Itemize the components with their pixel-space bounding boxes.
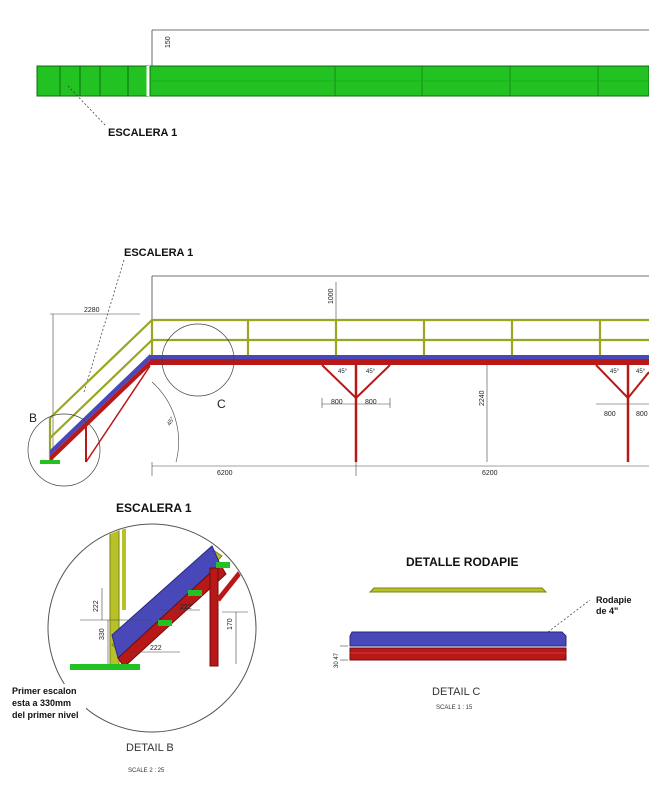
handrail xyxy=(48,318,649,462)
column-height-dim: 2240 xyxy=(479,390,486,406)
detail-stair-label: ESCALERA 1 xyxy=(116,501,192,515)
support-column-b xyxy=(595,364,649,462)
plan-stair xyxy=(36,65,149,97)
detail-c-scale: SCALE 1 : 15 xyxy=(436,705,473,711)
plan-height-dim: 150 xyxy=(165,36,172,48)
step-top-dim: 222 xyxy=(93,600,100,612)
step-run-dim: 222 xyxy=(150,645,162,652)
detail-c: DETALLE RODAPIE 30 47 Rodapie de 4" DETA… xyxy=(334,555,632,711)
step-rise2-dim: 222 xyxy=(180,604,192,611)
detail-b-title: DETAIL B xyxy=(126,742,174,754)
plan-stair-label: ESCALERA 1 xyxy=(108,127,177,139)
stair-angle-dim: 45° xyxy=(167,416,177,427)
deck-beam-blue xyxy=(150,355,649,359)
brace-b1: 800 xyxy=(604,411,616,418)
rodapie-note-line2: de 4" xyxy=(596,606,618,616)
angle-b1: 45° xyxy=(610,369,620,375)
step-rise-dim: 330 xyxy=(99,628,106,640)
support-column-a xyxy=(321,364,391,462)
elevation-stair-label: ESCALERA 1 xyxy=(124,247,193,259)
brace-a1: 800 xyxy=(331,399,343,406)
marker-b: B xyxy=(29,411,37,425)
primer-note-line3: del primer nivel xyxy=(12,710,79,720)
detail-c-callout xyxy=(161,323,235,397)
elevation-view: ESCALERA 1 1000 2280 xyxy=(27,247,649,487)
rail-height-dim: 1000 xyxy=(328,288,335,304)
deck-beam-red xyxy=(150,359,649,365)
primer-note-line1: Primer escalon xyxy=(12,686,77,696)
detail-c-title: DETAIL C xyxy=(432,686,480,698)
rodapie-note-line1: Rodapie xyxy=(596,595,632,605)
rodapie-plate xyxy=(368,587,548,593)
span-left-dim: 6200 xyxy=(217,470,233,477)
stair-stringer-blue xyxy=(50,354,150,456)
brace-b2: 800 xyxy=(636,411,648,418)
angle-b2: 45° xyxy=(636,369,646,375)
plan-view: 150 ESCALERA 1 xyxy=(36,29,649,139)
rodapie-gap-dim: 30 47 xyxy=(334,652,340,668)
span-right-dim: 6200 xyxy=(482,470,498,477)
angle-a2: 45° xyxy=(366,369,376,375)
rodapie-red xyxy=(349,647,567,661)
stair-base-plate xyxy=(40,460,60,464)
detail-b-side-dim: 170 xyxy=(227,618,234,630)
detail-b: ESCALERA 1 330 222 222 222 170 Primer xyxy=(8,501,257,774)
rodapie-blue xyxy=(349,631,567,647)
stair-height-dim: 2280 xyxy=(84,307,100,314)
primer-note-line2: esta a 330mm xyxy=(12,698,71,708)
detalle-rodapie-title: DETALLE RODAPIE xyxy=(406,555,518,569)
brace-a2: 800 xyxy=(365,399,377,406)
detail-b-scale: SCALE 2 : 25 xyxy=(128,768,165,774)
marker-c: C xyxy=(217,397,226,411)
detail-b-callout xyxy=(27,413,101,487)
stair-stringer-red xyxy=(50,360,150,462)
angle-a1: 45° xyxy=(338,369,348,375)
